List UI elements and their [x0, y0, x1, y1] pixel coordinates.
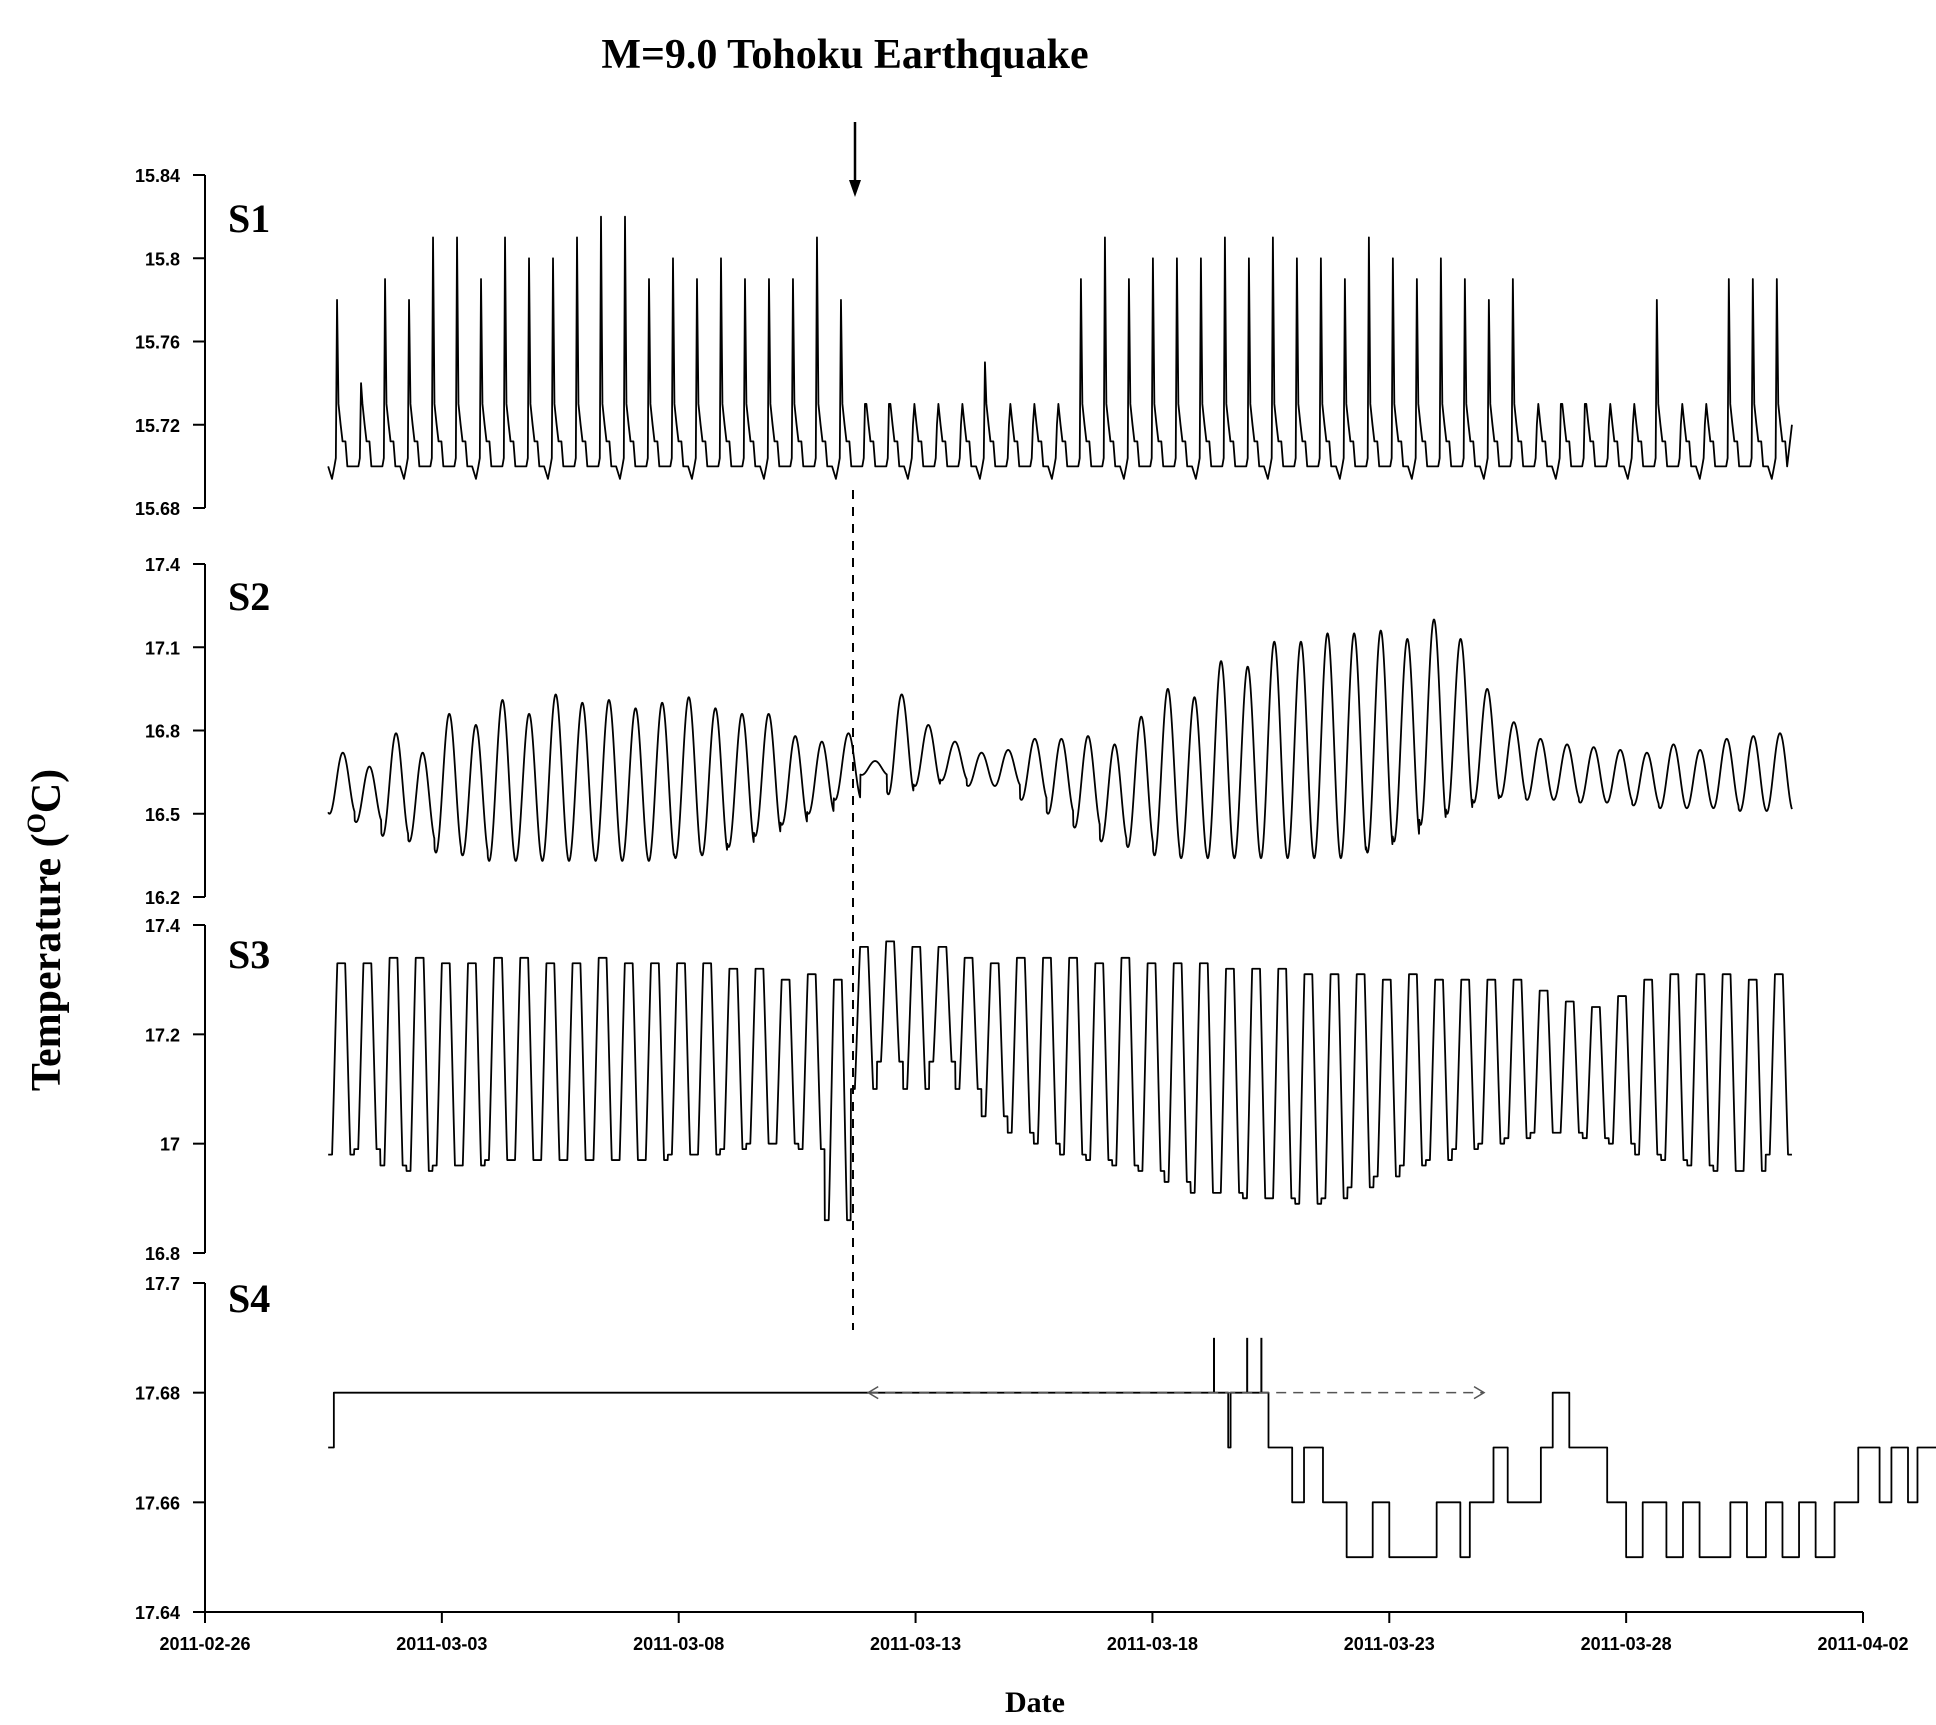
y-tick-label: 16.2 — [145, 888, 180, 908]
y-axis-title-text: Temperature ( — [24, 833, 70, 1091]
x-tick-label: 2011-03-23 — [1344, 1634, 1435, 1654]
panel-label-s1: S1 — [228, 196, 270, 241]
y-tick-label: 17.1 — [145, 638, 180, 658]
y-tick-label: 16.8 — [145, 722, 180, 742]
y-tick-label: 17.4 — [145, 555, 180, 575]
y-tick-label: 15.84 — [135, 166, 180, 186]
x-tick-label: 2011-03-28 — [1581, 1634, 1672, 1654]
y-tick-label: 16.8 — [145, 1244, 180, 1264]
x-tick-label: 2011-03-18 — [1107, 1634, 1198, 1654]
y-tick-label: 17 — [160, 1135, 180, 1155]
x-tick-label: 2011-03-03 — [396, 1634, 487, 1654]
x-tick-label: 2011-03-08 — [633, 1634, 724, 1654]
x-tick-label: 2011-03-13 — [870, 1634, 961, 1654]
panel-s2: 16.2 16.5 16.8 17.1 17.4 S2 — [145, 555, 1793, 908]
y-tick-label: 15.72 — [135, 416, 180, 436]
x-ticks: 2011-02-26 2011-03-03 2011-03-08 2011-03-13… — [159, 1612, 1909, 1654]
earthquake-marker — [849, 122, 861, 1330]
series-line-s1 — [327, 215, 1793, 480]
earthquake-arrow-head — [849, 180, 861, 197]
x-axis: 2011-02-26 2011-03-03 2011-03-08 2011-03-13… — [159, 1611, 1909, 1654]
y-tick-label: 15.68 — [135, 499, 180, 519]
panel-s3: 16.8 17 17.2 17.4 S3 — [145, 916, 1793, 1264]
y-tick-label: 15.76 — [135, 333, 180, 353]
y-axis-title: Temperature (OC) — [22, 769, 70, 1091]
y-tick-label: 17.7 — [145, 1274, 180, 1294]
y-tick-label: 17.66 — [135, 1493, 180, 1513]
y-tick-label: 17.2 — [145, 1025, 180, 1045]
y-tick-label: 16.5 — [145, 805, 180, 825]
x-tick-label: 2011-04-02 — [1817, 1634, 1908, 1654]
chart-title: M=9.0 Tohoku Earthquake — [601, 32, 1088, 78]
series-line-s4 — [328, 1391, 1936, 1559]
x-tick-label: 2011-02-26 — [159, 1634, 250, 1654]
panel-label-s3: S3 — [228, 932, 270, 977]
series-line-s2 — [327, 618, 1793, 862]
panel-label-s4: S4 — [228, 1276, 270, 1321]
panel-label-s2: S2 — [228, 574, 270, 619]
y-tick-label: 15.8 — [145, 249, 180, 269]
x-axis-title: Date — [1005, 1686, 1065, 1719]
panel-s1: 15.68 15.72 15.76 15.8 15.84 S1 — [135, 166, 1793, 519]
panel-s4: 17.64 17.66 17.68 17.7 S4 — [135, 1274, 1936, 1623]
y-tick-label: 17.4 — [145, 916, 180, 936]
interval-arrow-left-head — [866, 1386, 879, 1400]
y-axis-title-superscript: O — [22, 813, 51, 833]
series-line-s3 — [327, 940, 1793, 1222]
panels: 15.68 15.72 15.76 15.8 15.84 S1 16.2 16.5 16.8 17… — [135, 166, 1936, 1623]
y-tick-label: 17.64 — [135, 1603, 180, 1623]
interval-arrow-right-head — [1473, 1386, 1486, 1400]
y-axis-title-unit: C) — [24, 769, 70, 813]
y-tick-label: 17.68 — [135, 1384, 180, 1404]
